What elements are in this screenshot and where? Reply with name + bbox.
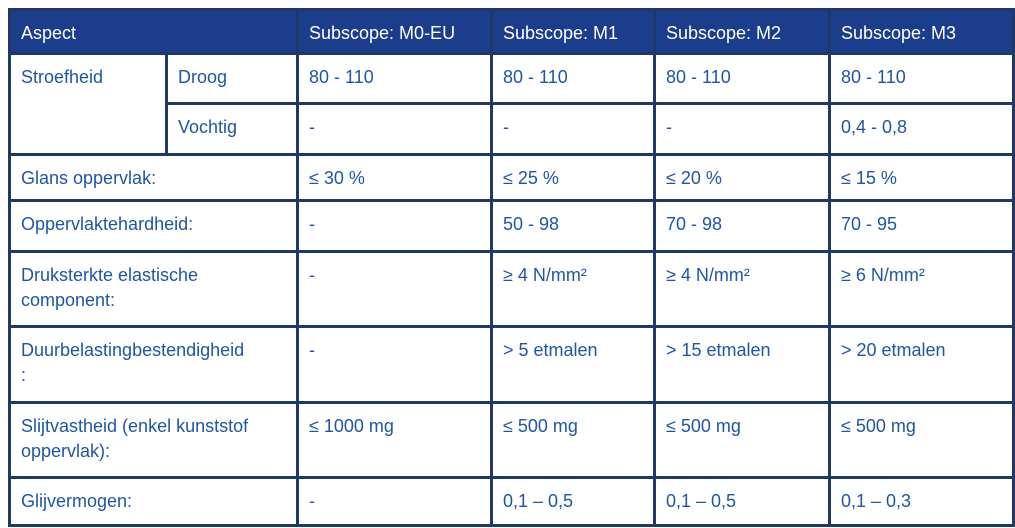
row-label-stroefheid: Stroefheid — [8, 52, 168, 156]
row-label: Oppervlaktehardheid: — [8, 199, 299, 253]
row-label: Druksterkte elastische component: — [8, 250, 299, 328]
sub-label-droog: Droog — [165, 52, 299, 105]
value-cell: ≥ 4 N/mm² — [490, 250, 656, 328]
header-cell-subscope-m1: Subscope: M1 — [490, 8, 656, 55]
table-row-glijvermogen: Glijvermogen: - 0,1 – 0,5 0,1 – 0,5 0,1 … — [8, 476, 1015, 527]
row-label: Slijtvastheid (enkel kunststof oppervlak… — [8, 401, 299, 479]
value-cell: ≤ 25 % — [490, 153, 656, 202]
table-header-row: Aspect Subscope: M0-EU Subscope: M1 Subs… — [8, 8, 1015, 55]
value-cell: 0,1 – 0,5 — [490, 476, 656, 527]
table-row-duurbelastingbestendigheid: Duurbelastingbestendigheid : - > 5 etmal… — [8, 325, 1015, 404]
value-cell: - — [296, 199, 493, 253]
header-cell-subscope-m0eu: Subscope: M0-EU — [296, 8, 493, 55]
table-row-druksterkte: Druksterkte elastische component: - ≥ 4 … — [8, 250, 1015, 328]
table-row-glans-oppervlak: Glans oppervlak: ≤ 30 % ≤ 25 % ≤ 20 % ≤ … — [8, 153, 1015, 202]
value-cell: 80 - 110 — [296, 52, 493, 105]
table-row-oppervlaktehardheid: Oppervlaktehardheid: - 50 - 98 70 - 98 7… — [8, 199, 1015, 253]
value-cell: 0,1 – 0,3 — [828, 476, 1015, 527]
table-row-stroefheid-droog: Stroefheid Droog 80 - 110 80 - 110 80 - … — [8, 52, 1015, 156]
value-cell: > 20 etmalen — [828, 325, 1015, 404]
value-cell: ≤ 500 mg — [828, 401, 1015, 479]
value-cell: 70 - 95 — [828, 199, 1015, 253]
value-cell: ≤ 30 % — [296, 153, 493, 202]
value-cell: - — [296, 325, 493, 404]
subscope-spec-table: Aspect Subscope: M0-EU Subscope: M1 Subs… — [8, 8, 1015, 527]
value-cell: 80 - 110 — [653, 52, 831, 105]
row-label: Glijvermogen: — [8, 476, 299, 527]
value-cell: > 5 etmalen — [490, 325, 656, 404]
value-cell: 80 - 110 — [490, 52, 656, 105]
value-cell: ≤ 15 % — [828, 153, 1015, 202]
value-cell: 0,4 - 0,8 — [828, 102, 1015, 156]
value-cell: > 15 etmalen — [653, 325, 831, 404]
value-cell: - — [296, 102, 493, 156]
sub-label-vochtig: Vochtig — [165, 102, 299, 156]
row-label: Glans oppervlak: — [8, 153, 299, 202]
value-cell: ≤ 500 mg — [490, 401, 656, 479]
header-cell-subscope-m3: Subscope: M3 — [828, 8, 1015, 55]
header-cell-aspect: Aspect — [8, 8, 299, 55]
value-cell: 0,1 – 0,5 — [653, 476, 831, 527]
value-cell: ≥ 4 N/mm² — [653, 250, 831, 328]
header-cell-subscope-m2: Subscope: M2 — [653, 8, 831, 55]
value-cell: - — [490, 102, 656, 156]
row-label: Duurbelastingbestendigheid : — [8, 325, 299, 404]
value-cell: - — [296, 250, 493, 328]
value-cell: 70 - 98 — [653, 199, 831, 253]
value-cell: ≤ 20 % — [653, 153, 831, 202]
value-cell: ≤ 1000 mg — [296, 401, 493, 479]
value-cell: ≤ 500 mg — [653, 401, 831, 479]
value-cell: 50 - 98 — [490, 199, 656, 253]
value-cell: - — [296, 476, 493, 527]
table-row-slijtvastheid: Slijtvastheid (enkel kunststof oppervlak… — [8, 401, 1015, 479]
table-row-stroefheid-vochtig: Vochtig - - - 0,4 - 0,8 — [10, 102, 1015, 156]
value-cell: ≥ 6 N/mm² — [828, 250, 1015, 328]
value-cell: 80 - 110 — [828, 52, 1015, 105]
value-cell: - — [653, 102, 831, 156]
